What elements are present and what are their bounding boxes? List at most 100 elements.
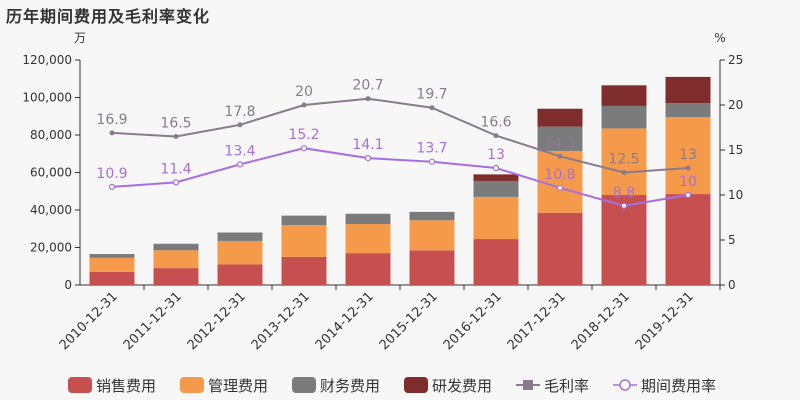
bar-segment (409, 250, 455, 285)
legend-swatch (292, 377, 316, 393)
expense-ratio-label: 10.9 (96, 166, 127, 182)
chart-title: 历年期间费用及毛利率变化 (6, 7, 211, 26)
bar-segment (601, 195, 647, 285)
bar-segment (601, 105, 647, 129)
gross-margin-label: 16.5 (160, 116, 191, 132)
x-tick-label: 2010-12-31 (57, 289, 121, 353)
bar-segment (345, 224, 391, 254)
expense-ratio-point (684, 191, 692, 199)
gross-margin-label: 16.6 (480, 115, 511, 131)
x-tick-label: 2019-12-31 (633, 289, 697, 353)
right-tick-label: 10 (728, 188, 743, 202)
gross-margin-point (429, 105, 435, 111)
gross-margin-point (557, 153, 563, 159)
right-tick-label: 15 (728, 143, 743, 157)
gross-margin-point (301, 102, 307, 108)
legend-label: 管理费用 (208, 377, 268, 395)
bar-segment (281, 256, 327, 285)
bar-segment (217, 264, 263, 285)
bar-segment (409, 211, 455, 221)
bar-segment (281, 225, 327, 257)
bar-segment (537, 212, 583, 285)
bar-segment (665, 76, 711, 104)
bar-segment (89, 271, 135, 285)
right-tick-label: 25 (728, 53, 743, 67)
left-tick-label: 100,000 (22, 91, 72, 105)
expense-ratio-point (428, 158, 436, 165)
gross-margin-label: 20.7 (352, 78, 383, 94)
bar-segment (281, 215, 327, 225)
gross-margin-label: 12.5 (608, 152, 639, 168)
x-tick-label: 2016-12-31 (441, 289, 505, 353)
bar-segment (537, 126, 583, 151)
left-tick-label: 120,000 (22, 53, 72, 67)
expense-ratio-label: 13.7 (416, 141, 447, 157)
left-tick-label: 40,000 (30, 203, 72, 217)
gross-margin-point (621, 170, 627, 175)
bar-segment (601, 85, 647, 106)
bar-segment (665, 103, 711, 118)
expense-ratio-label: 13 (487, 147, 505, 163)
bar-segment (473, 239, 519, 285)
right-tick-label: 0 (728, 278, 736, 292)
bar-segment (537, 150, 583, 213)
gross-margin-point (109, 130, 115, 136)
legend-label: 期间费用率 (641, 377, 716, 395)
x-tick-label: 2013-12-31 (249, 289, 313, 353)
gross-margin-label: 20 (295, 84, 313, 100)
expense-ratio-point (364, 155, 372, 162)
expense-ratio-label: 13.4 (224, 143, 255, 159)
bar-segment (345, 253, 391, 285)
expense-ratio-point (620, 202, 628, 209)
legend-label: 研发费用 (432, 377, 492, 395)
gross-margin-point (493, 133, 499, 139)
bar-segment (345, 213, 391, 225)
bar-segment (89, 254, 135, 258)
legend-swatch (68, 377, 92, 393)
x-tick-label: 2017-12-31 (505, 289, 569, 353)
expense-ratio-label: 10.8 (544, 167, 575, 183)
left-tick-label: 80,000 (30, 128, 72, 142)
right-tick-label: 5 (728, 233, 736, 247)
expense-ratio-point (172, 179, 180, 186)
bar-segment (217, 240, 263, 265)
gross-margin-point (685, 165, 691, 171)
bar-segment (473, 180, 519, 197)
bar-segment (665, 194, 711, 285)
expense-ratio-label: 11.4 (160, 161, 191, 177)
bar-segment (153, 250, 199, 269)
expense-ratio-line (111, 147, 689, 207)
bar-segment (665, 117, 711, 195)
bar-segment (89, 257, 135, 272)
legend-label: 销售费用 (96, 377, 156, 395)
left-tick-label: 20,000 (30, 241, 72, 255)
expense-ratio-label: 15.2 (288, 127, 319, 143)
left-tick-label: 0 (64, 278, 72, 292)
expense-ratio-label: 14.1 (352, 137, 383, 153)
x-tick-label: 2011-12-31 (121, 289, 185, 353)
x-tick-label: 2018-12-31 (569, 289, 633, 353)
gross-margin-point (237, 122, 243, 128)
bar-segment (601, 128, 647, 195)
gross-margin-label: 13 (679, 147, 697, 163)
bar-segment (537, 108, 583, 127)
x-tick-label: 2014-12-31 (313, 289, 377, 353)
expense-ratio-point (108, 183, 116, 190)
legend-label: 毛利率 (544, 377, 589, 395)
legend-marker (619, 379, 631, 391)
expense-ratio-point (556, 184, 564, 191)
bar-segment (409, 220, 455, 251)
gross-margin-line (111, 97, 689, 174)
gross-margin-point (365, 96, 371, 102)
right-axis-unit: % (714, 31, 725, 45)
gross-margin-label: 14.3 (544, 135, 575, 151)
gross-margin-point (173, 134, 179, 139)
x-tick-label: 2015-12-31 (377, 289, 441, 353)
expense-ratio-label: 10 (679, 174, 697, 190)
right-tick-label: 20 (728, 98, 743, 112)
gross-margin-label: 16.9 (96, 112, 127, 128)
bar-segment (153, 268, 199, 285)
bar-segment (473, 174, 519, 181)
expense-ratio-point (236, 161, 244, 168)
legend-swatch (180, 377, 204, 393)
